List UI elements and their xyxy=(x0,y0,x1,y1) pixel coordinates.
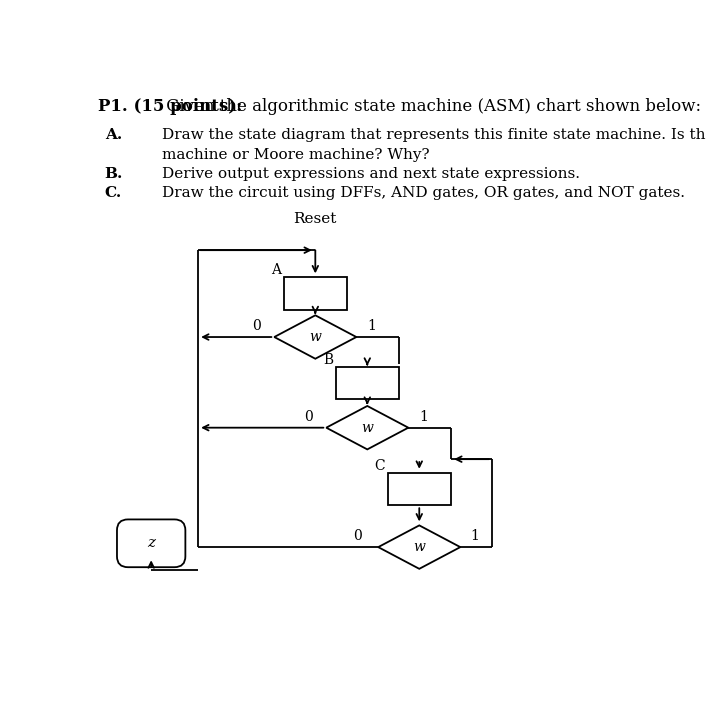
Text: Derive output expressions and next state expressions.: Derive output expressions and next state… xyxy=(162,167,580,181)
Text: machine or Moore machine? Why?: machine or Moore machine? Why? xyxy=(162,148,430,162)
Text: P1. (15 points):: P1. (15 points): xyxy=(98,98,242,115)
Text: 0: 0 xyxy=(252,319,261,333)
Text: Draw the circuit using DFFs, AND gates, OR gates, and NOT gates.: Draw the circuit using DFFs, AND gates, … xyxy=(162,186,685,200)
Text: 0: 0 xyxy=(304,410,313,424)
Text: Draw the state diagram that represents this finite state machine. Is this a Meal: Draw the state diagram that represents t… xyxy=(162,128,706,142)
Text: 1: 1 xyxy=(419,410,428,424)
Text: A.: A. xyxy=(104,128,122,142)
Text: B: B xyxy=(323,353,333,367)
Text: Reset: Reset xyxy=(294,212,337,226)
Text: w: w xyxy=(309,330,321,344)
Text: w: w xyxy=(413,540,425,554)
Text: B.: B. xyxy=(104,167,123,181)
Text: 1: 1 xyxy=(367,319,376,333)
Bar xyxy=(388,473,450,505)
Bar xyxy=(284,277,347,310)
Text: A: A xyxy=(271,263,281,277)
Text: 0: 0 xyxy=(353,529,361,544)
Text: Given the algorithmic state machine (ASM) chart shown below:: Given the algorithmic state machine (ASM… xyxy=(161,98,701,115)
Bar xyxy=(336,367,399,400)
Text: z: z xyxy=(147,537,155,551)
Text: 1: 1 xyxy=(470,529,479,544)
Text: C: C xyxy=(374,459,385,473)
Text: w: w xyxy=(361,421,373,435)
Text: C.: C. xyxy=(104,186,122,200)
